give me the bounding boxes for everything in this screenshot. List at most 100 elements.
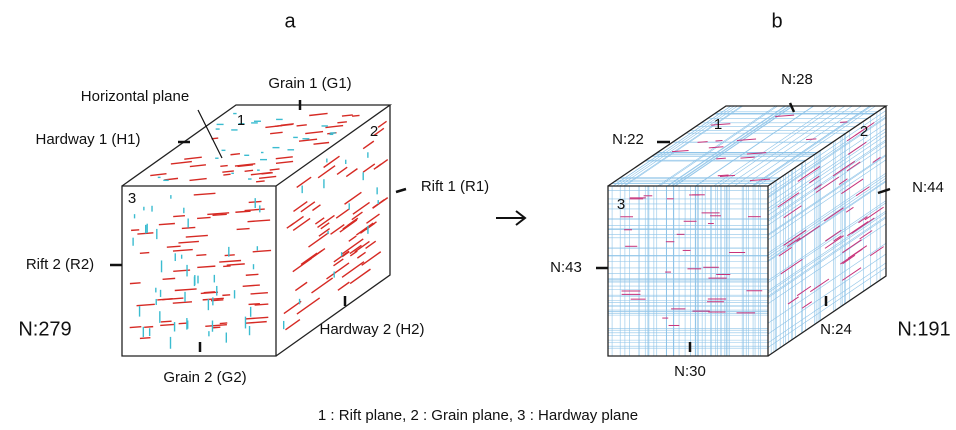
crack [797, 286, 811, 295]
crack [378, 121, 386, 127]
crack [253, 250, 271, 251]
annotation: Grain 1 (G1) [268, 75, 351, 92]
crack [173, 250, 193, 251]
panel-label: a [284, 10, 296, 32]
annotation: N:24 [820, 321, 852, 338]
face-number: 1 [237, 112, 245, 129]
arrow [496, 211, 525, 225]
crack [848, 142, 866, 154]
crack [363, 164, 375, 172]
crack [162, 298, 183, 300]
face-number: 3 [617, 196, 625, 213]
crack [327, 263, 349, 279]
crack [806, 139, 816, 140]
crack [847, 222, 868, 236]
annotation: N:43 [550, 259, 582, 276]
crack [293, 258, 312, 271]
crack [140, 253, 149, 254]
crack [740, 157, 754, 158]
crack [251, 293, 268, 294]
crack [325, 126, 343, 128]
crack [314, 143, 330, 145]
crack [137, 304, 155, 305]
crack [205, 325, 227, 327]
crack [220, 323, 228, 324]
crack [131, 230, 139, 231]
crack [245, 209, 265, 210]
crack [373, 198, 388, 209]
crack [345, 192, 362, 204]
crack [276, 157, 293, 159]
crack [197, 217, 210, 218]
annotation: N:28 [781, 71, 813, 88]
crack [338, 282, 349, 290]
crack [363, 141, 374, 149]
crack [668, 106, 786, 186]
crack [334, 259, 344, 266]
crack [336, 209, 349, 218]
crack-pattern [130, 106, 886, 356]
crack [716, 141, 723, 142]
panel-label: b [771, 10, 782, 32]
crack [270, 132, 283, 133]
crack [297, 177, 311, 187]
crack [842, 268, 861, 281]
crack [130, 327, 142, 328]
crack [309, 113, 327, 115]
crack [225, 255, 235, 256]
annotation: Grain 2 (G2) [163, 369, 246, 386]
crack [357, 252, 365, 258]
crack [346, 169, 357, 177]
crack [337, 167, 347, 174]
ticks [110, 100, 890, 352]
crack [366, 241, 376, 248]
crack [337, 122, 346, 123]
crack [284, 301, 301, 313]
crack [194, 193, 216, 195]
crack [734, 106, 852, 186]
annotation: N:30 [674, 363, 706, 380]
crack [160, 324, 174, 325]
crack [709, 147, 724, 148]
crack [716, 158, 726, 159]
crack [840, 122, 847, 123]
face-number: 2 [860, 123, 868, 140]
crack [190, 165, 206, 167]
crack [237, 229, 250, 230]
annotation: N:22 [612, 131, 644, 148]
crack [184, 157, 202, 159]
crack [213, 327, 220, 328]
crack [301, 253, 317, 264]
annotation: Rift 1 (R1) [421, 178, 489, 195]
crack [222, 171, 234, 172]
crack [285, 320, 299, 330]
crack [366, 214, 379, 223]
crack [223, 174, 230, 175]
crack [220, 166, 227, 167]
crack [189, 179, 206, 181]
crack [667, 106, 785, 186]
crack [308, 233, 328, 247]
crack [197, 266, 215, 267]
crack [256, 181, 265, 182]
crack [270, 169, 280, 170]
crack [175, 289, 197, 291]
crack [798, 166, 820, 181]
count: N:191 [897, 318, 950, 340]
crack [352, 115, 359, 116]
crack [295, 282, 307, 290]
crack [350, 269, 370, 283]
crack [259, 176, 276, 178]
crack [343, 219, 357, 229]
crack [163, 278, 176, 279]
face-number: 3 [128, 190, 136, 207]
crack [788, 297, 799, 304]
crack [768, 111, 886, 191]
crack [248, 220, 271, 222]
crack [311, 249, 325, 259]
crack [196, 255, 206, 256]
annotation: Hardway 2 (H2) [319, 321, 424, 338]
crack [356, 223, 373, 235]
crack [376, 160, 387, 168]
crack [297, 125, 307, 126]
